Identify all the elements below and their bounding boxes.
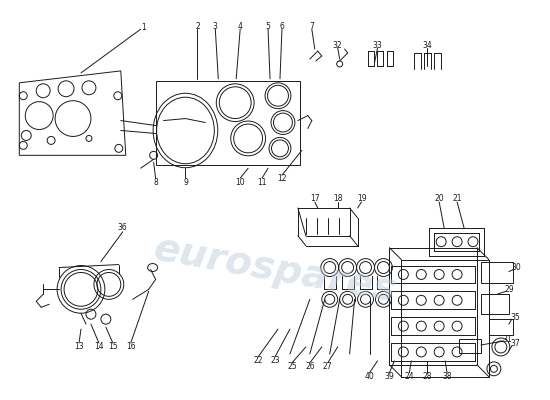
Text: 12: 12 [277,174,287,183]
Text: 3: 3 [213,22,218,31]
Text: 6: 6 [279,22,284,31]
Text: 35: 35 [510,313,520,322]
Text: 25: 25 [287,362,297,371]
Text: 9: 9 [183,178,188,187]
Text: eurospares: eurospares [151,230,399,310]
Text: 33: 33 [372,40,382,50]
Text: 40: 40 [365,372,375,381]
Text: 17: 17 [310,194,320,202]
Text: 1: 1 [141,23,146,32]
Text: 24: 24 [404,372,414,381]
Text: 14: 14 [94,342,104,352]
Text: 11: 11 [257,178,267,187]
Text: 18: 18 [333,194,343,202]
Text: 37: 37 [510,340,520,348]
Text: 36: 36 [118,223,128,232]
Text: 16: 16 [126,342,135,352]
Text: 31: 31 [502,334,512,344]
Text: 26: 26 [305,362,315,371]
Text: 20: 20 [434,194,444,202]
Text: 27: 27 [323,362,333,371]
Text: 22: 22 [254,356,263,365]
Text: 2: 2 [195,22,200,31]
Text: 38: 38 [442,372,452,381]
Text: 30: 30 [512,263,521,272]
Text: 10: 10 [235,178,245,187]
Text: 34: 34 [422,40,432,50]
Text: 15: 15 [108,342,118,352]
Text: 4: 4 [238,22,243,31]
Text: 29: 29 [504,285,514,294]
Text: 13: 13 [74,342,84,352]
Text: 5: 5 [266,22,271,31]
Text: 32: 32 [333,40,343,50]
Text: 28: 28 [422,372,432,381]
Text: 39: 39 [384,372,394,381]
Text: 23: 23 [270,356,280,365]
Text: 19: 19 [357,194,366,202]
Text: 7: 7 [310,22,314,31]
Text: 8: 8 [153,178,158,187]
Text: 21: 21 [452,194,462,202]
